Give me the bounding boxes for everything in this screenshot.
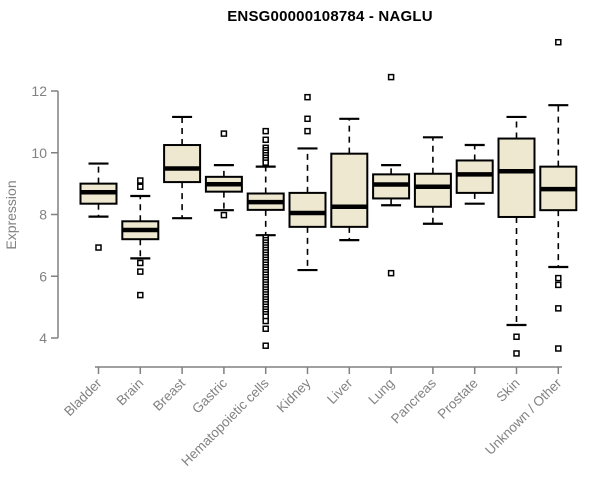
box-group (413, 136, 452, 225)
outlier-point (513, 350, 520, 357)
x-category-label: Kidney (274, 375, 314, 415)
iqr-box (288, 191, 327, 228)
box-group (246, 127, 285, 349)
outlier-point (137, 183, 144, 190)
outlier-point (262, 159, 269, 166)
box-group (372, 73, 411, 277)
outlier-point (262, 136, 269, 144)
iqr-box (413, 172, 452, 208)
outlier-point (304, 127, 311, 135)
box-group (497, 115, 536, 357)
box-group (79, 162, 118, 251)
x-category-label: Brain (114, 376, 147, 409)
y-tick-label: 10 (31, 145, 47, 161)
outlier-point (555, 281, 562, 289)
outlier-point (220, 211, 228, 219)
outlier-point (513, 333, 520, 341)
y-tick-label: 8 (39, 207, 47, 223)
outlier-point (304, 115, 311, 123)
box-group (288, 93, 327, 272)
x-category-label: Skin (493, 376, 522, 405)
outlier-point (262, 342, 269, 349)
outlier-point (262, 325, 269, 332)
x-category-label: Prostate (435, 376, 481, 422)
outlier-point (137, 177, 144, 184)
outlier-point (95, 244, 102, 251)
box-group (121, 177, 160, 299)
box-group (455, 143, 494, 205)
x-category-label: Lung (365, 376, 397, 408)
x-category-label: Bladder (61, 375, 105, 419)
x-category-label: Liver (324, 375, 356, 407)
outlier-point (262, 317, 269, 325)
box-group (539, 38, 578, 352)
y-tick-label: 12 (31, 83, 47, 99)
x-category-label: Pancreas (388, 375, 439, 426)
x-category-label: Gastric (189, 375, 230, 416)
y-tick-label: 6 (39, 268, 47, 284)
outlier-point (137, 259, 144, 267)
box-group (163, 115, 202, 220)
box-group (330, 117, 369, 242)
outlier-point (555, 305, 562, 312)
outlier-point (555, 274, 562, 282)
chart-title: ENSG00000108784 - NAGLU (227, 8, 433, 25)
outlier-point (387, 73, 395, 81)
x-category-label: Unknown / Other (482, 375, 565, 458)
iqr-box (163, 144, 202, 184)
outlier-point (555, 38, 562, 46)
outlier-point (137, 268, 144, 275)
outlier-point (555, 345, 562, 352)
x-category-label: Breast (150, 375, 188, 413)
iqr-box (330, 152, 369, 228)
y-tick-label: 4 (39, 330, 47, 346)
outlier-point (220, 130, 228, 137)
box-group (204, 130, 243, 219)
outlier-point (262, 127, 269, 135)
iqr-box (455, 159, 494, 194)
outlier-point (387, 269, 395, 277)
outlier-point (137, 291, 144, 299)
outlier-point (304, 93, 311, 101)
iqr-box (497, 137, 536, 218)
